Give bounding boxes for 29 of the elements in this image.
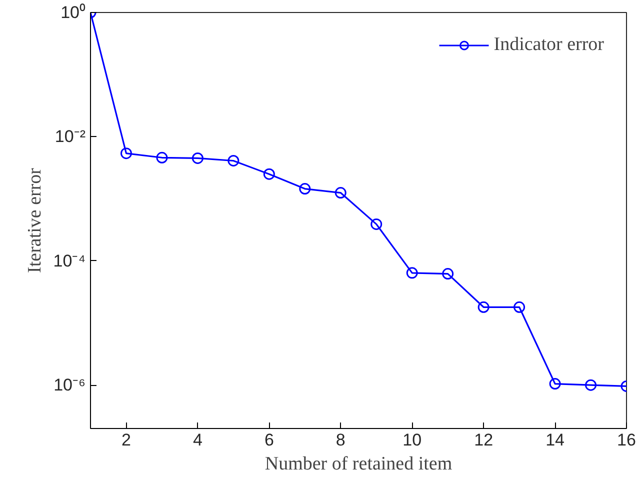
x-tick-label: 4 <box>192 430 202 450</box>
legend-label: Indicator error <box>494 34 604 56</box>
x-tick-label: 2 <box>122 430 131 450</box>
x-tick-label: 16 <box>617 430 636 450</box>
point <box>406 267 418 279</box>
x-tick-label: 12 <box>474 430 494 450</box>
point <box>228 155 240 166</box>
point <box>192 152 204 164</box>
y-tick-label: 10⁻² <box>54 127 86 146</box>
y-tick-label: 10⁰ <box>60 3 86 22</box>
y-tick-label: 10⁻⁴ <box>53 251 86 270</box>
point <box>514 301 526 313</box>
point <box>299 183 311 195</box>
x-tick-label: 14 <box>546 430 564 450</box>
x-tick-label: 10 <box>402 430 422 450</box>
point <box>370 218 382 230</box>
point <box>334 187 346 199</box>
y-axis-title: Iterative error <box>24 167 46 273</box>
x-axis-title: Number of retained item <box>264 454 452 474</box>
x-tick-label: 6 <box>264 430 274 450</box>
point <box>120 148 132 160</box>
point <box>549 378 561 390</box>
point <box>478 301 490 313</box>
x-tick-label: 8 <box>336 430 346 450</box>
point <box>263 168 275 180</box>
point <box>156 152 168 164</box>
point <box>442 268 454 280</box>
point <box>585 379 597 391</box>
y-tick-label: 10⁻⁶ <box>54 376 86 395</box>
